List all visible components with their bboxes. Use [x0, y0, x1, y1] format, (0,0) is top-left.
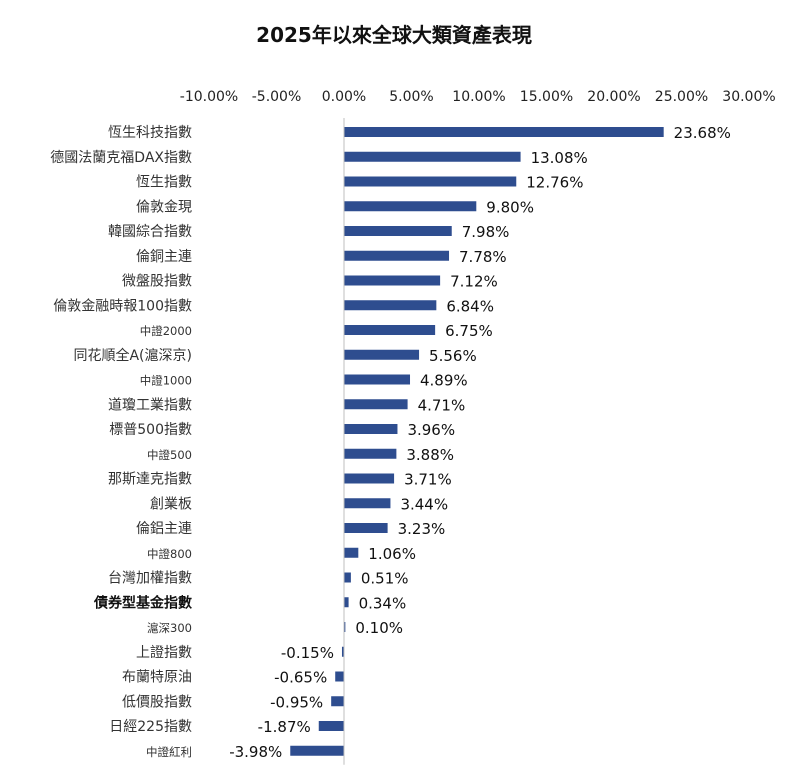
category-label: 恆生指數 [136, 175, 192, 191]
data-label: 7.78% [459, 248, 507, 266]
x-tick-label: 15.00% [520, 89, 573, 105]
x-tick-label: 30.00% [722, 89, 775, 105]
category-label: 標普500指數 [109, 422, 192, 438]
bar [318, 721, 344, 731]
data-label: -0.95% [270, 693, 323, 711]
bar [344, 151, 521, 162]
category-label: 那斯達克指數 [108, 472, 192, 488]
category-label: 中證2000 [140, 324, 192, 338]
bar [344, 374, 411, 385]
bar [344, 275, 441, 286]
data-label: 4.89% [420, 372, 468, 390]
category-label: 債券型基金指數 [93, 594, 192, 611]
category-label: 倫敦金現 [136, 199, 192, 215]
bar [344, 498, 391, 509]
data-label: 12.76% [526, 174, 583, 192]
x-tick-label: 25.00% [655, 89, 708, 105]
bar [335, 671, 344, 682]
x-tick-label: 0.00% [322, 89, 366, 105]
data-label: -3.98% [229, 743, 282, 761]
data-label: -0.15% [281, 644, 334, 662]
bar [344, 176, 517, 187]
bar [344, 300, 437, 311]
bar [344, 349, 420, 360]
category-label: 滬深300 [147, 621, 192, 635]
category-label: 恆生科技指數 [108, 125, 192, 141]
bar [344, 597, 349, 608]
category-label: 低價股指數 [122, 693, 192, 710]
bar [344, 547, 359, 558]
bar [344, 572, 351, 583]
data-label: 4.71% [418, 396, 466, 414]
data-label: 6.75% [445, 322, 493, 340]
category-label: 布蘭特原油 [122, 670, 192, 686]
bar [344, 201, 477, 212]
data-label: 0.34% [359, 594, 407, 612]
x-tick-label: -5.00% [252, 89, 302, 105]
category-label: 日經225指數 [109, 719, 192, 735]
data-label: 3.23% [398, 520, 446, 538]
bar [344, 127, 664, 137]
category-label: 台灣加權指數 [108, 571, 192, 587]
data-label: 5.56% [429, 347, 477, 365]
data-label: -0.65% [274, 669, 327, 687]
category-label: 中證800 [147, 547, 192, 561]
data-label: 0.51% [361, 570, 409, 588]
data-label: 9.80% [486, 198, 534, 216]
x-tick-label: 5.00% [389, 89, 433, 105]
x-tick-label: 20.00% [587, 89, 640, 105]
data-label: 3.88% [406, 446, 454, 464]
category-label: 上證指數 [136, 644, 192, 661]
x-tick-label: 10.00% [452, 89, 505, 105]
bar [344, 424, 398, 434]
chart-title: 2025年以來全球大類資產表現 [256, 23, 532, 47]
bar [341, 646, 344, 657]
bar [344, 250, 450, 261]
category-label: 德國法蘭克福DAX指數 [50, 150, 192, 166]
category-label: 創業板 [150, 496, 192, 512]
data-label: 3.71% [404, 471, 452, 489]
data-label: 13.08% [531, 149, 588, 167]
category-label: 中證1000 [140, 374, 192, 388]
category-label: 中證紅利 [146, 745, 192, 759]
bar [331, 696, 344, 707]
data-label: 0.10% [355, 619, 403, 637]
bar [344, 226, 452, 236]
bar [344, 448, 397, 459]
category-label: 倫敦金融時報100指數 [53, 298, 192, 314]
bar [344, 399, 408, 410]
data-label: 3.44% [400, 495, 448, 513]
category-label: 倫鋁主連 [136, 521, 192, 537]
data-label: -1.87% [258, 718, 311, 736]
data-label: 7.12% [450, 273, 498, 291]
category-label: 道瓊工業指數 [108, 397, 192, 413]
category-label: 倫銅主連 [136, 249, 192, 265]
bar [344, 622, 346, 632]
bar [344, 523, 388, 533]
x-axis-ticks: -10.00% -5.00% 0.00% 5.00% 10.00% 15.00% 20.00… [180, 89, 776, 105]
data-label: 3.96% [407, 421, 455, 439]
category-label: 韓國綜合指數 [108, 224, 192, 240]
data-label: 23.68% [674, 124, 731, 142]
bar [344, 473, 395, 484]
bar [290, 745, 344, 756]
x-tick-label: -10.00% [180, 89, 238, 105]
data-label: 7.98% [462, 223, 510, 241]
data-label: 1.06% [368, 545, 416, 563]
category-label: 同花順全A(滬深京) [73, 347, 192, 364]
bar [344, 325, 436, 335]
bars-group: 恆生科技指數 23.68% 德國法蘭克福DAX指數 13.08% 恆生指數 12.76% 倫… [50, 124, 731, 761]
category-label: 微盤股指數 [122, 274, 192, 290]
data-label: 6.84% [446, 297, 494, 315]
category-label: 中證500 [147, 448, 192, 462]
